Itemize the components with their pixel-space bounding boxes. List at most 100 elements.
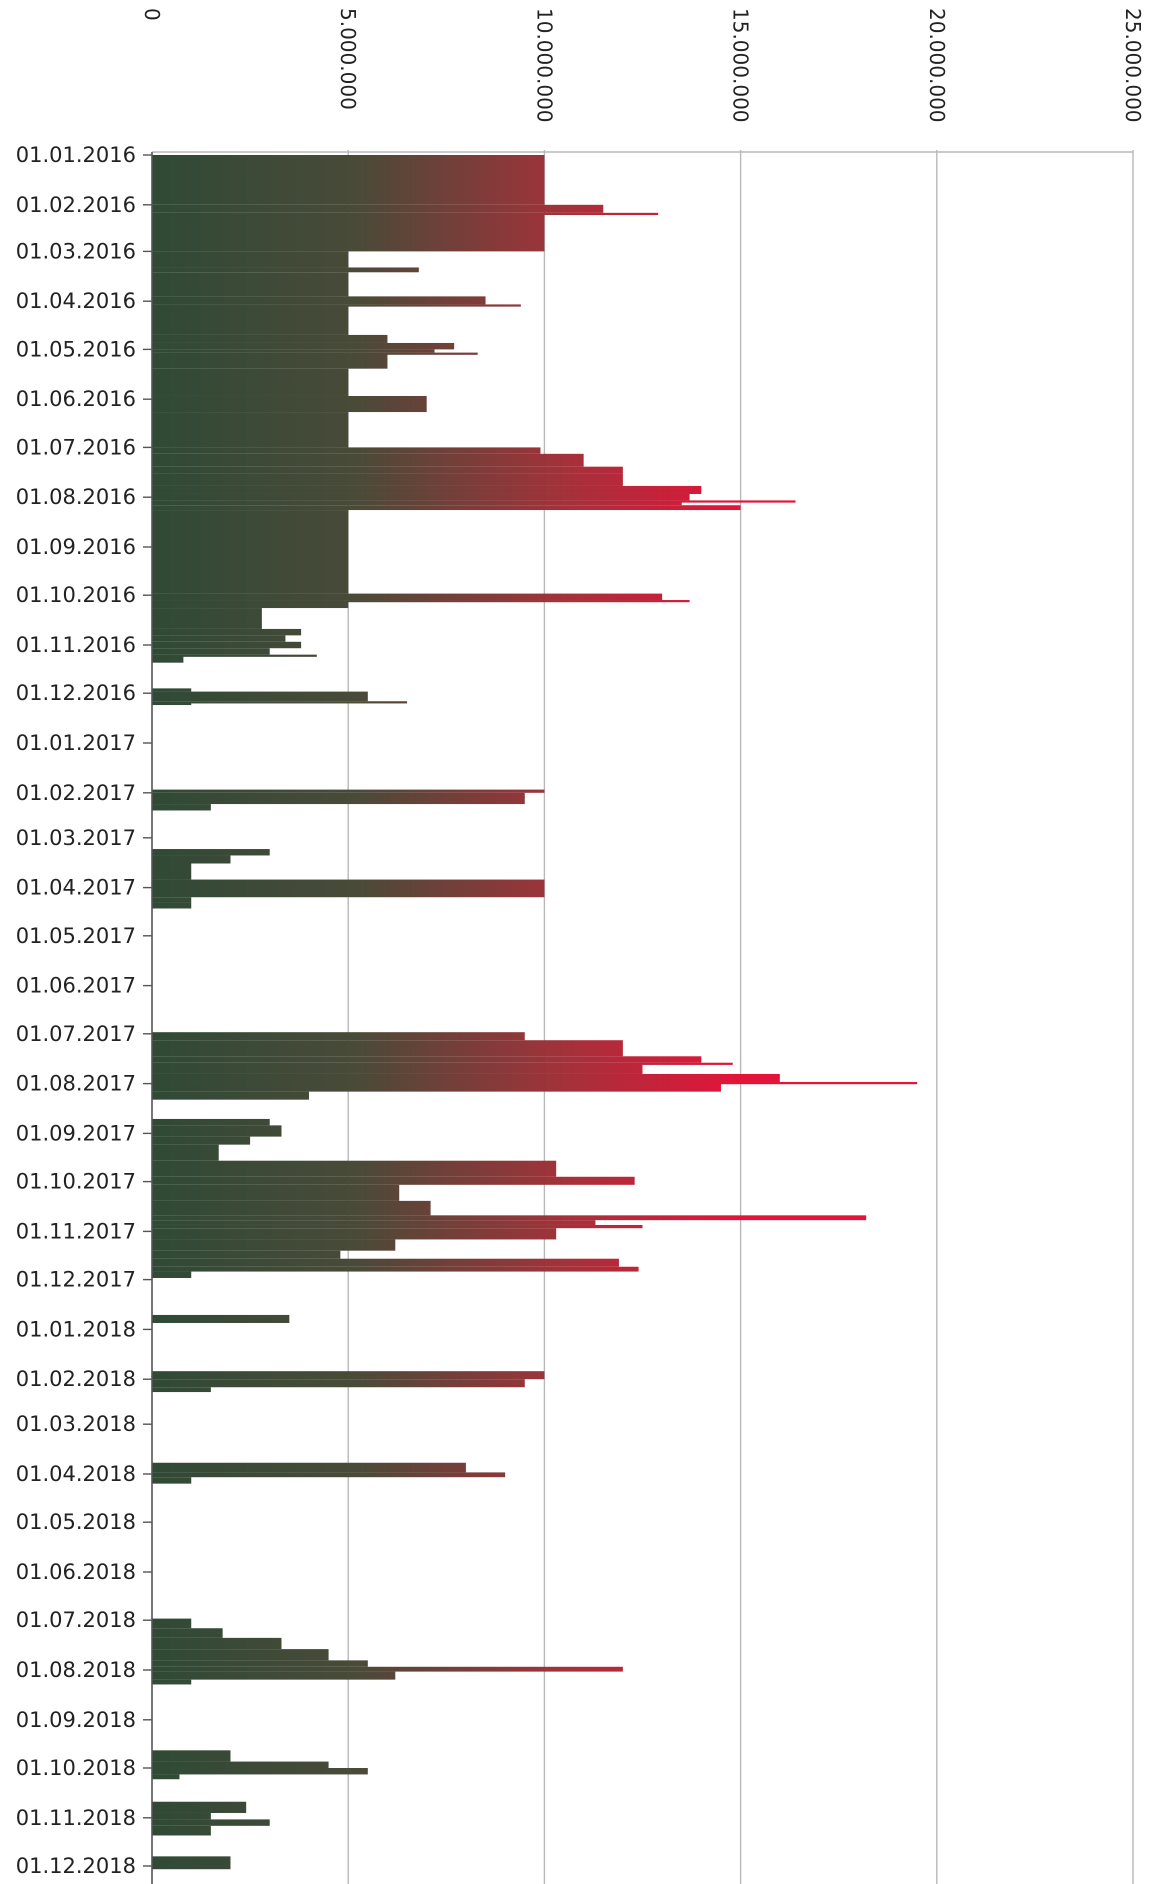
bar-segment: [152, 1215, 867, 1221]
y-tick-label: 01.05.2017: [16, 924, 136, 948]
bar-segment: [152, 466, 623, 474]
y-tick-label: 01.06.2016: [16, 387, 136, 411]
bar-segment: [152, 306, 349, 335]
bar-segment: [152, 1073, 780, 1082]
bar-segment: [152, 1371, 545, 1380]
bar-segment: [152, 447, 541, 454]
bar-segment: [152, 1628, 223, 1638]
bar-segment: [152, 1477, 192, 1484]
y-tick-label: 01.09.2018: [16, 1708, 136, 1732]
bar-segment: [152, 641, 302, 649]
bar-segment: [152, 214, 545, 252]
bar-segment: [152, 1387, 211, 1393]
y-tick-label: 01.03.2017: [16, 826, 136, 850]
bar-segment: [152, 702, 192, 706]
y-tick-label: 01.01.2016: [16, 143, 136, 167]
bar-segment: [152, 155, 545, 205]
y-tick-label: 01.11.2016: [16, 633, 136, 657]
bar-segment: [152, 600, 690, 603]
y-tick-label: 01.08.2018: [16, 1658, 136, 1682]
bar-segment: [152, 1266, 639, 1272]
bar-segment: [152, 1819, 270, 1826]
bar-segment: [152, 1750, 231, 1762]
bar-segment: [152, 1258, 619, 1267]
bar-segment: [152, 1160, 557, 1177]
bar-segment: [152, 267, 419, 273]
bar-segment: [152, 1472, 506, 1478]
y-tick-label: 01.06.2017: [16, 974, 136, 998]
bar-segment: [152, 1774, 180, 1780]
bar-segment: [152, 1228, 557, 1240]
bar-segment: [152, 1767, 368, 1775]
bar-segment: [152, 352, 478, 355]
y-tick-label: 01.09.2017: [16, 1121, 136, 1145]
bar-segment: [152, 334, 388, 343]
bar-segment: [152, 1136, 251, 1145]
bar-segment: [152, 1660, 368, 1667]
x-tick-label: 5.000.000: [336, 8, 360, 110]
bar-segment: [152, 701, 408, 704]
bar-segment: [152, 204, 604, 213]
y-tick-label: 01.12.2017: [16, 1268, 136, 1292]
bar-segment: [152, 863, 192, 880]
bar-segment: [152, 1666, 623, 1672]
y-tick-label: 01.10.2018: [16, 1756, 136, 1780]
bar-segment: [152, 1271, 192, 1278]
bar-segment: [152, 1224, 643, 1229]
bar-segment: [152, 1144, 219, 1161]
y-tick-label: 01.05.2018: [16, 1510, 136, 1534]
bar-segment: [152, 1056, 702, 1063]
bar-segment: [152, 1220, 596, 1225]
bar-segment: [152, 601, 349, 609]
bar-segment: [152, 1239, 396, 1251]
bar-segment: [152, 395, 427, 413]
bar-segment: [152, 412, 349, 448]
y-tick-label: 01.01.2018: [16, 1317, 136, 1341]
y-tick-label: 01.10.2017: [16, 1170, 136, 1194]
bar-layer: [152, 155, 918, 1870]
y-tick-label: 01.02.2018: [16, 1367, 136, 1391]
bar-segment: [152, 354, 388, 369]
bar-segment: [152, 212, 659, 216]
grid-layer: [347, 150, 1134, 1884]
bar-segment: [152, 691, 368, 702]
bar-segment: [152, 1825, 211, 1836]
bar-segment: [152, 1379, 525, 1388]
bar-segment: [152, 1091, 309, 1100]
bar-segment: [152, 608, 262, 629]
bar-segment: [152, 349, 435, 353]
bar-segment: [152, 804, 211, 811]
y-tick-label: 01.08.2016: [16, 485, 136, 509]
bar-segment: [152, 593, 663, 601]
bar-segment: [152, 505, 741, 511]
bar-segment: [152, 1856, 231, 1870]
bar-segment: [152, 1761, 329, 1768]
bar-segment: [152, 1083, 721, 1092]
x-tick-label: 20.000.000: [925, 8, 949, 123]
bar-segment: [152, 902, 192, 909]
bar-segment: [152, 1184, 400, 1201]
bar-segment: [152, 1649, 329, 1661]
bar-segment: [152, 342, 455, 350]
bar-segment: [152, 635, 286, 642]
bar-segment: [152, 502, 682, 506]
bar-segment: [152, 1671, 396, 1680]
bar-segment: [152, 1801, 247, 1813]
bar-segment: [152, 628, 302, 636]
bar-segment: [152, 1125, 282, 1137]
x-tick-label: 0: [140, 8, 164, 21]
axis-layer: [143, 151, 1133, 1884]
bar-segment: [152, 855, 231, 864]
bar-segment: [152, 879, 545, 898]
y-tick-label: 01.03.2016: [16, 239, 136, 263]
bar-segment: [152, 1064, 643, 1074]
bar-segment: [152, 473, 623, 486]
y-tick-label: 01.12.2018: [16, 1854, 136, 1878]
bar-segment: [152, 272, 349, 297]
y-tick-label: 01.04.2016: [16, 289, 136, 313]
bar-segment: [152, 1176, 635, 1185]
bar-segment: [152, 1462, 466, 1473]
y-tick-label: 01.12.2016: [16, 681, 136, 705]
